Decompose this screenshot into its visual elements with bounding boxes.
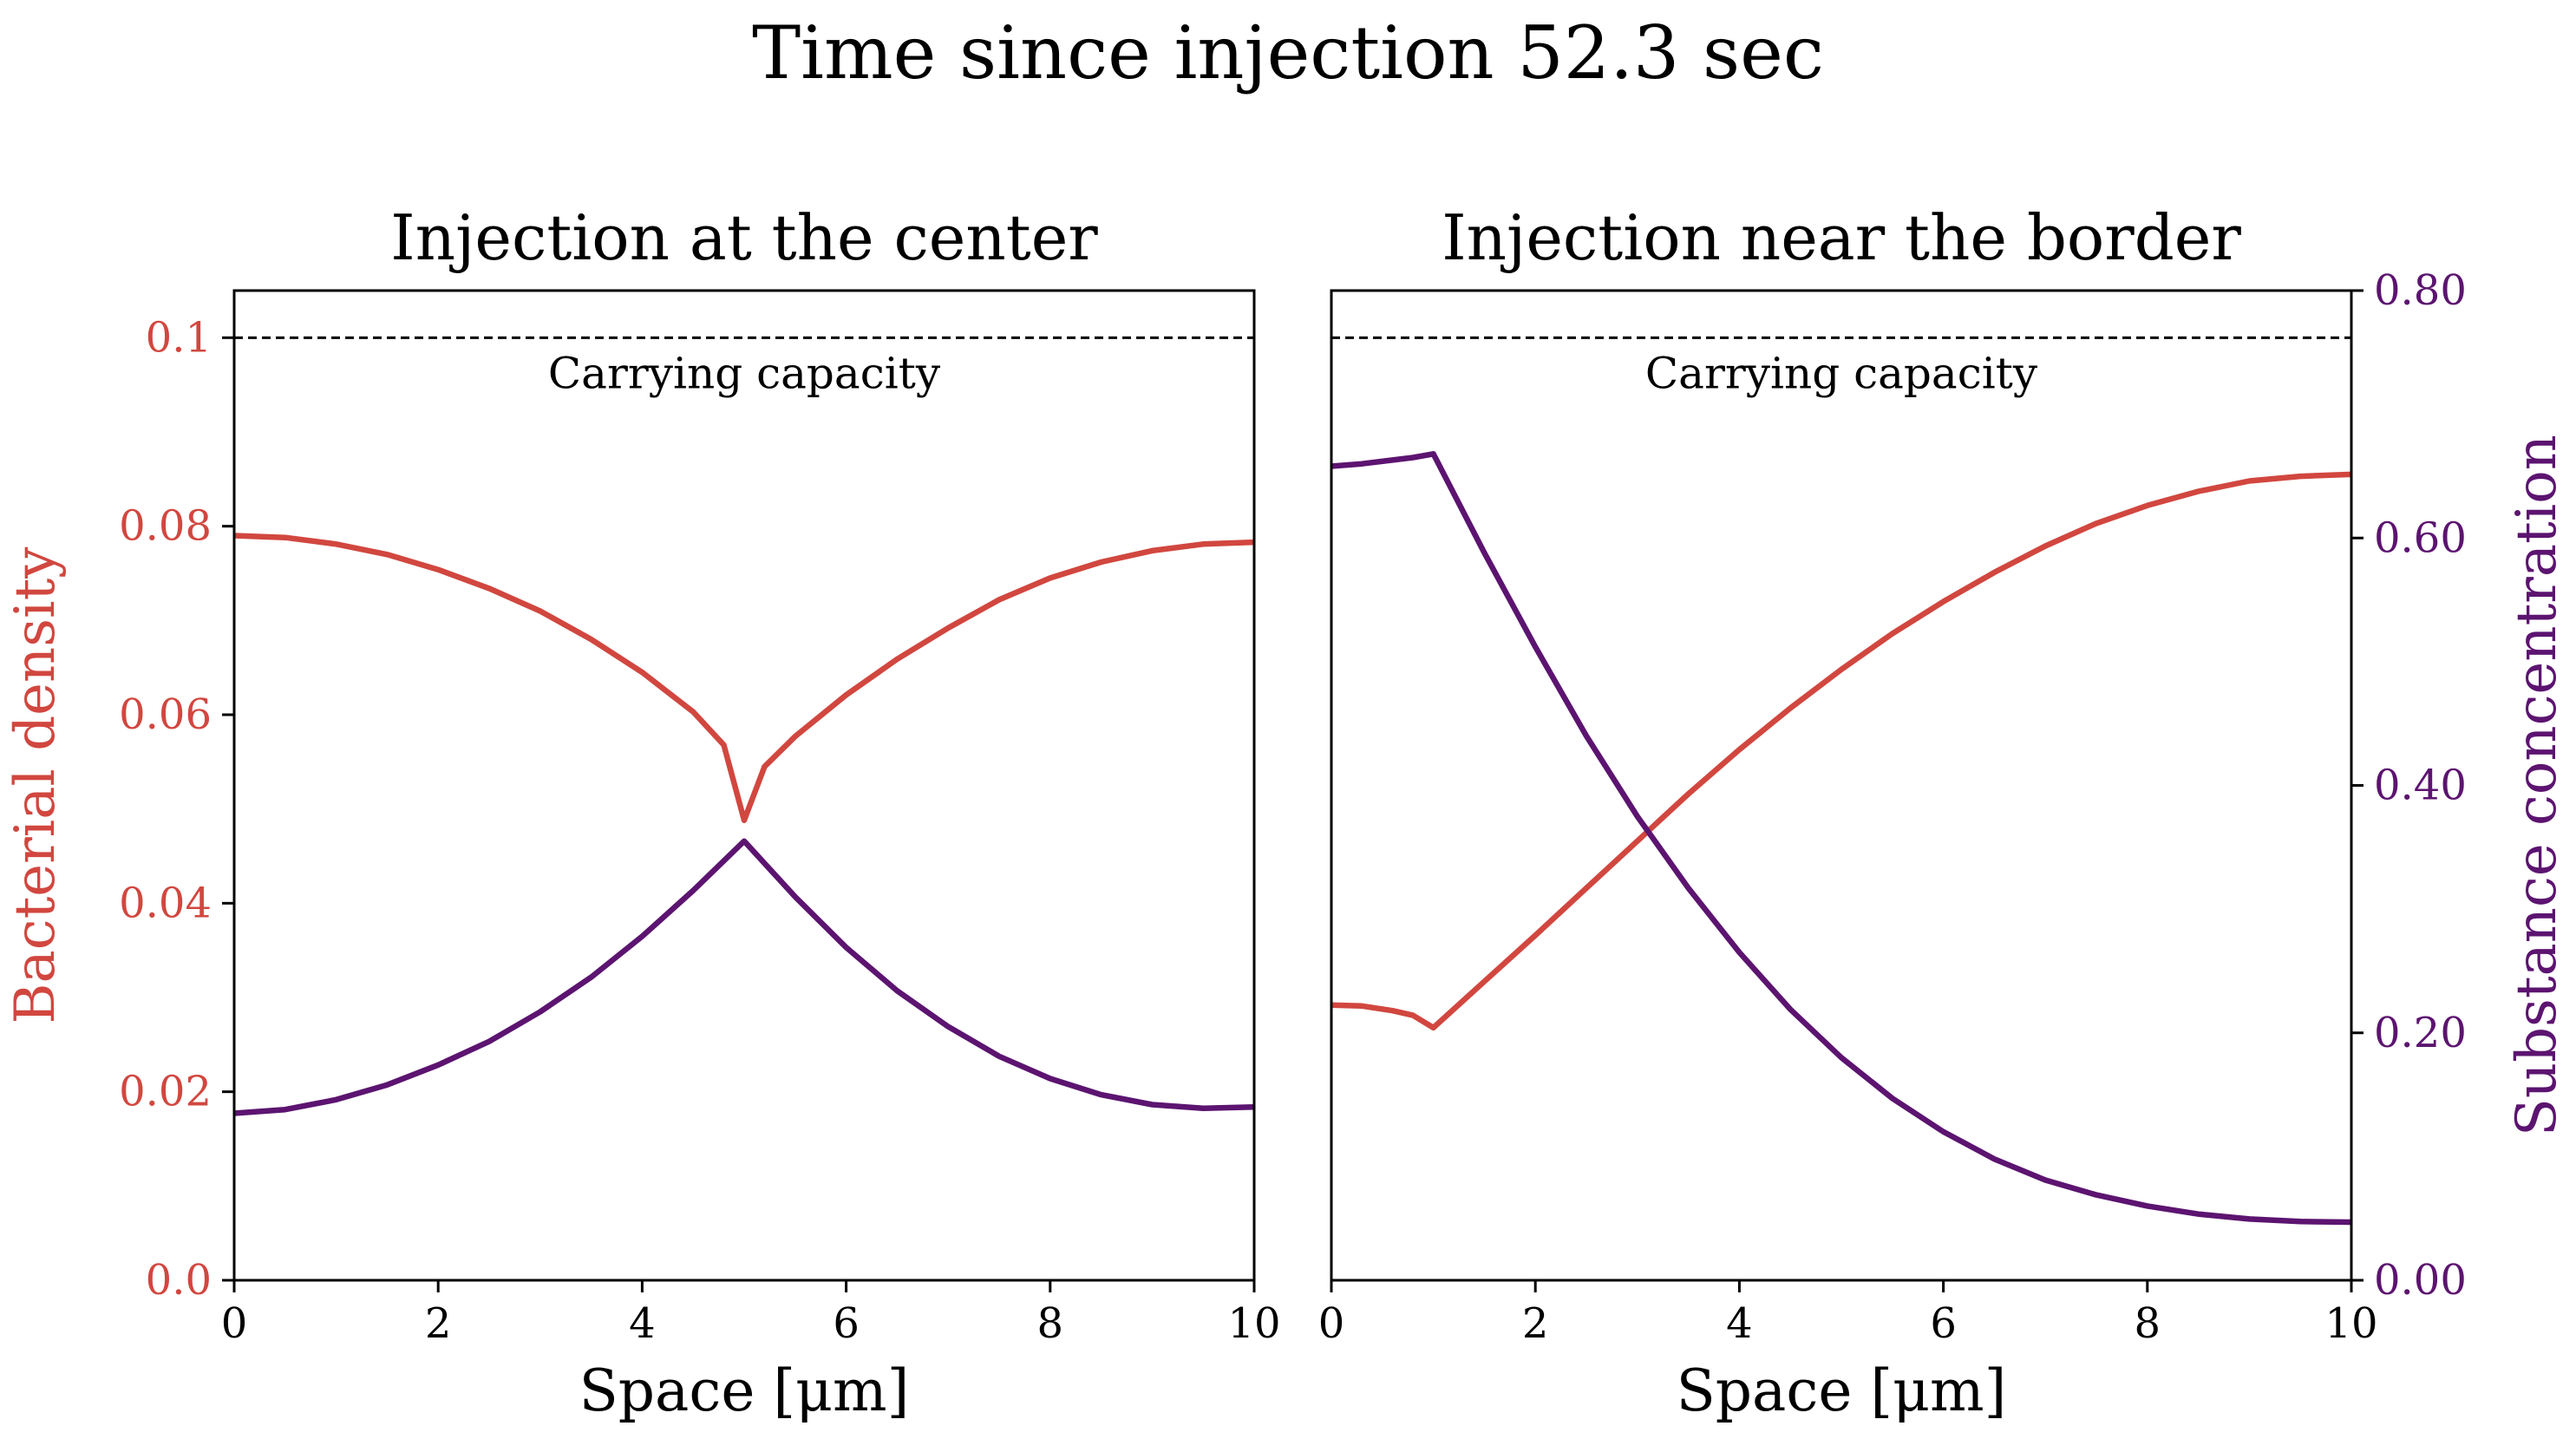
substance-line — [233, 838, 1255, 1116]
bacteria-line — [1330, 471, 2352, 1031]
x-tick-label: 0 — [221, 1299, 248, 1348]
figure-suptitle: Time since injection 52.3 sec — [752, 10, 1824, 95]
x-tick-label: 6 — [1930, 1299, 1957, 1348]
x-tick-label: 4 — [1726, 1299, 1753, 1348]
y-tick-label: 0.20 — [2374, 1009, 2467, 1057]
x-tick-label: 8 — [1037, 1299, 1064, 1348]
panel-title: Injection at the center — [390, 201, 1098, 274]
carrying-capacity-label: Carrying capacity — [548, 348, 941, 398]
x-tick-label: 10 — [2324, 1299, 2377, 1348]
y-tick-label: 0.80 — [2374, 266, 2467, 315]
x-tick-label: 2 — [1522, 1299, 1549, 1348]
x-tick-label: 0 — [1318, 1299, 1345, 1348]
y-tick-label: 0.06 — [119, 690, 212, 739]
x-tick-label: 8 — [2135, 1299, 2161, 1348]
x-tick-label: 4 — [629, 1299, 656, 1348]
bacteria-line — [233, 533, 1255, 823]
y-tick-label: 0.08 — [119, 502, 212, 551]
y-tick-label: 0.0 — [146, 1256, 212, 1305]
y-tick-label: 0.04 — [119, 879, 212, 927]
panel-injection-border: Injection near the border Carrying capaci… — [1318, 201, 2569, 1424]
y-tick-label: 0.02 — [119, 1068, 212, 1116]
panel-title: Injection near the border — [1442, 201, 2241, 274]
x-tick-label: 6 — [833, 1299, 860, 1348]
axes-frame — [1330, 289, 2353, 1282]
y-axis-label: Substance concentration — [2505, 435, 2569, 1136]
x-tick-label: 10 — [1227, 1299, 1280, 1348]
y-tick-label: 0.60 — [2374, 513, 2467, 562]
x-axis-label: Space [μm] — [1677, 1357, 2007, 1424]
y-tick-label: 0.1 — [146, 313, 212, 362]
x-tick-label: 2 — [425, 1299, 452, 1348]
panel-injection-center: Injection at the center Carrying capacity… — [3, 201, 1281, 1424]
y-axis-label: Bacterial density — [3, 547, 68, 1024]
x-axis-label: Space [μm] — [579, 1357, 910, 1424]
axes-frame — [232, 289, 1256, 1282]
substance-line — [1330, 451, 2352, 1226]
carrying-capacity-label: Carrying capacity — [1645, 348, 2038, 398]
y-tick-label: 0.00 — [2374, 1256, 2467, 1305]
y-tick-label: 0.40 — [2374, 762, 2467, 810]
